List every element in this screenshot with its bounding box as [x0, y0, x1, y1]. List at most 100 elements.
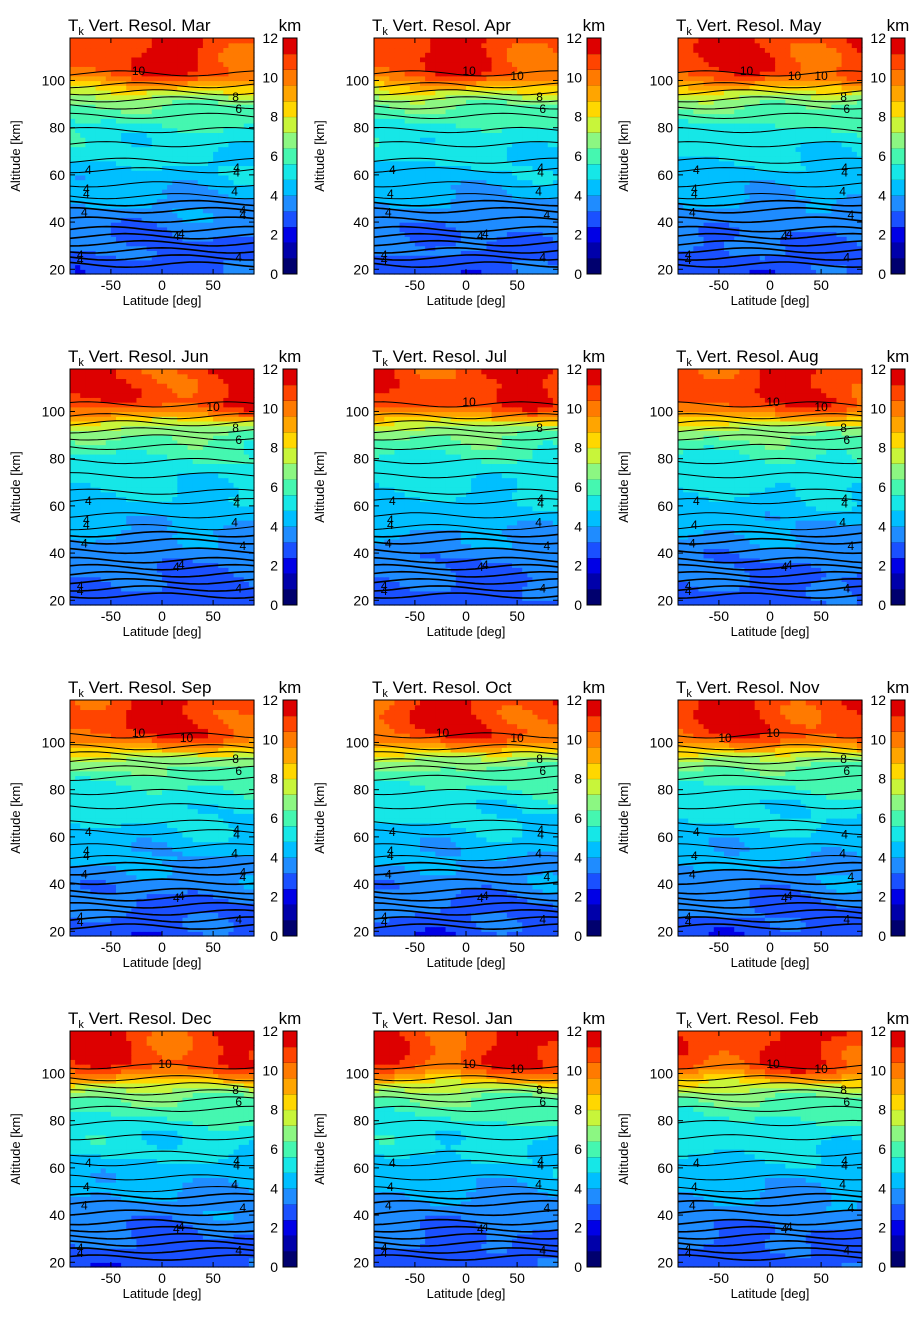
field-cell [405, 170, 411, 175]
field-cell [502, 156, 508, 161]
field-cell [90, 118, 96, 123]
field-cell [193, 80, 199, 85]
field-cell [446, 62, 452, 67]
field-cell [244, 236, 250, 241]
field-cell [126, 147, 132, 152]
colorbar-swatch [587, 69, 601, 85]
field-cell [177, 255, 183, 260]
contour-label: 4 [235, 251, 242, 265]
field-cell [177, 104, 183, 109]
field-cell [70, 47, 76, 52]
field-cell [85, 95, 91, 100]
field-cell [131, 85, 137, 90]
field-cell [244, 43, 250, 48]
field-cell [492, 76, 498, 81]
field-cell [374, 85, 380, 90]
field-cell [142, 175, 148, 180]
field-cell [836, 246, 842, 251]
field-cell [765, 203, 771, 208]
field-cell [714, 194, 720, 199]
field-cell [476, 43, 482, 48]
field-cell [476, 57, 482, 62]
field-cell [234, 132, 240, 137]
field-cell [172, 170, 178, 175]
field-cell [228, 118, 234, 123]
field-cell [101, 246, 107, 251]
field-cell [172, 47, 178, 52]
field-cell [492, 222, 498, 227]
field-cell [688, 147, 694, 152]
field-cell [548, 71, 554, 76]
field-cell [213, 165, 219, 170]
field-cell [162, 137, 168, 142]
field-cell [481, 85, 487, 90]
field-cell [106, 85, 112, 90]
field-cell [142, 43, 148, 48]
field-cell [548, 151, 554, 156]
field-cell [430, 198, 436, 203]
field-cell [714, 222, 720, 227]
field-cell [182, 118, 188, 123]
field-cell [121, 52, 127, 57]
field-cell [481, 118, 487, 123]
field-cell [85, 147, 91, 152]
field-cell [142, 123, 148, 128]
field-cell [481, 47, 487, 52]
field-cell [522, 62, 528, 67]
field-cell [709, 123, 715, 128]
field-cell [198, 137, 204, 142]
field-cell [435, 147, 441, 152]
field-cell [734, 142, 740, 147]
field-cell [198, 189, 204, 194]
field-cell [507, 222, 513, 227]
field-cell [527, 43, 533, 48]
contour-label: 4 [537, 161, 544, 175]
field-cell [157, 109, 163, 114]
field-cell [785, 151, 791, 156]
field-cell [816, 165, 822, 170]
field-cell [203, 57, 209, 62]
field-cell [714, 123, 720, 128]
field-cell [208, 180, 214, 185]
field-cell [719, 137, 725, 142]
field-cell [709, 151, 715, 156]
x-tick-label: -50 [405, 277, 425, 293]
field-cell [425, 128, 431, 133]
field-cell [193, 118, 199, 123]
field-cell [446, 47, 452, 52]
contour-label: 10 [462, 64, 476, 78]
field-cell [517, 38, 523, 43]
field-cell [101, 123, 107, 128]
field-cell [182, 43, 188, 48]
field-cell [172, 38, 178, 43]
field-cell [193, 104, 199, 109]
field-cell [70, 95, 76, 100]
field-cell [157, 118, 163, 123]
field-cell [136, 175, 142, 180]
field-cell [415, 47, 421, 52]
field-cell [497, 62, 503, 67]
field-cell [507, 132, 513, 137]
field-cell [765, 194, 771, 199]
field-cell [152, 47, 158, 52]
field-cell [724, 250, 730, 255]
field-cell [532, 142, 538, 147]
field-cell [234, 38, 240, 43]
field-cell [683, 227, 689, 232]
field-cell [497, 165, 503, 170]
field-cell [126, 38, 132, 43]
field-cell [394, 76, 400, 81]
field-cell [461, 184, 467, 189]
colorbar-swatch [283, 258, 297, 274]
field-cell [420, 95, 426, 100]
field-cell [481, 265, 487, 270]
field-cell [502, 184, 508, 189]
field-cell [435, 198, 441, 203]
field-cell [548, 114, 554, 119]
field-cell [425, 147, 431, 152]
field-cell [147, 57, 153, 62]
field-cell [244, 227, 250, 232]
field-cell [152, 260, 158, 265]
field-cell [111, 80, 117, 85]
